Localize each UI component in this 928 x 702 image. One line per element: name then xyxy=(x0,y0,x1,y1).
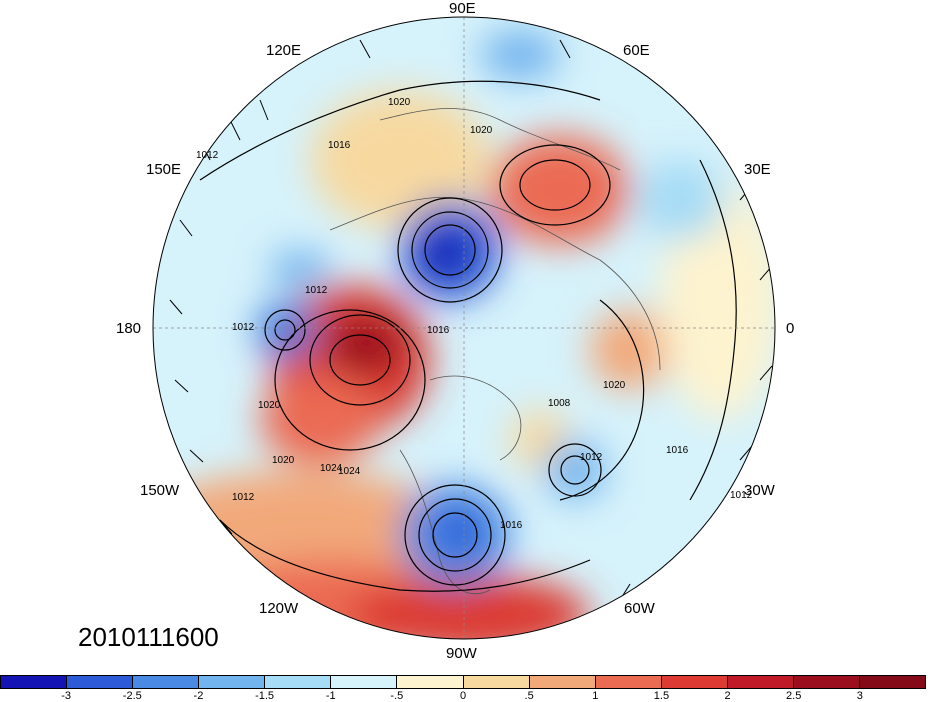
colorbar-tick-label: -2.5 xyxy=(122,690,142,702)
colorbar-tick-label: -3 xyxy=(61,690,72,702)
lon-label-180: 180 xyxy=(116,320,142,337)
contour-label: 1012 xyxy=(580,452,603,463)
contour-label: 1020 xyxy=(388,97,411,108)
colorbar-swatch xyxy=(133,676,200,688)
lon-label-30e: 30E xyxy=(744,161,771,178)
lon-label-90e: 90E xyxy=(449,0,476,17)
contour-label: 1016 xyxy=(500,520,523,531)
colorbar-tick-label: 1.5 xyxy=(653,690,670,702)
contour-label: 1016 xyxy=(666,445,689,456)
colorbar-swatch xyxy=(860,676,926,688)
contour-label: 1012 xyxy=(232,322,255,333)
contour-label: 1016 xyxy=(328,140,351,151)
colorbar xyxy=(0,675,926,689)
colorbar-tick-label: -2 xyxy=(193,690,204,702)
contour-label: 1020 xyxy=(272,455,295,466)
colorbar-swatch xyxy=(463,676,530,688)
colorbar-swatch xyxy=(397,676,464,688)
contour-label: 1020 xyxy=(258,400,281,411)
contour-label: 1012 xyxy=(232,492,255,503)
colorbar-tick-label: 3 xyxy=(856,690,863,702)
colorbar-swatch xyxy=(793,676,861,688)
contour-label: 1024 xyxy=(338,466,361,477)
lon-label-120w: 120W xyxy=(259,600,299,617)
lon-label-150e: 150E xyxy=(146,161,182,178)
lon-label-60w: 60W xyxy=(624,600,655,617)
contour-label: 1012 xyxy=(196,150,219,161)
contour-label: 1012 xyxy=(730,490,753,501)
colorbar-swatch xyxy=(331,676,398,688)
colorbar-swatch xyxy=(529,676,596,688)
colorbar-tick-label: 0 xyxy=(459,690,467,702)
colorbar-tick-label: .5 xyxy=(524,690,534,702)
lon-label-60e: 60E xyxy=(623,42,650,59)
lon-label-0: 0 xyxy=(786,320,795,337)
lon-label-120e: 120E xyxy=(266,42,302,59)
colorbar-swatch xyxy=(595,676,662,688)
lon-label-90w: 90W xyxy=(446,645,477,662)
colorbar-swatch xyxy=(199,676,266,688)
lon-label-150w: 150W xyxy=(140,482,180,499)
colorbar-swatch xyxy=(1,676,68,688)
colorbar-swatch xyxy=(265,676,332,688)
date-stamp: 2010111600 xyxy=(78,622,219,652)
colorbar-tick-label: -.5 xyxy=(390,690,404,702)
contour-label: 1016 xyxy=(427,325,450,336)
colorbar-tick-label: -1.5 xyxy=(255,690,275,702)
colorbar-swatch xyxy=(727,676,794,688)
contour-label: 1020 xyxy=(603,380,626,391)
colorbar-tick-label: -1 xyxy=(325,690,336,702)
colorbar-swatch xyxy=(67,676,134,688)
colorbar-tick-label: 2.5 xyxy=(786,690,802,702)
colorbar-tick-label: 1 xyxy=(592,690,599,702)
contour-label: 1020 xyxy=(470,125,493,136)
contour-label: 1008 xyxy=(548,398,571,409)
colorbar-swatch xyxy=(661,676,728,688)
anomaly-field xyxy=(153,17,775,639)
contour-label: 1012 xyxy=(305,285,328,296)
contour-label: 1024 xyxy=(320,463,343,474)
colorbar-tick-label: 2 xyxy=(724,690,731,702)
lon-label-30w: 30W xyxy=(744,482,775,499)
